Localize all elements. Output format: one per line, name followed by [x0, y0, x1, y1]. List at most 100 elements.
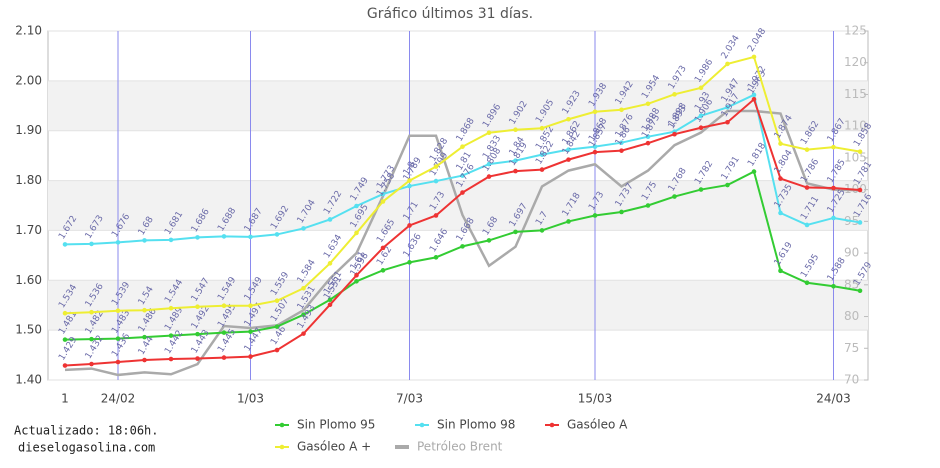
point — [327, 302, 333, 308]
point — [486, 161, 492, 167]
point — [778, 268, 783, 274]
point — [354, 230, 359, 236]
point — [486, 238, 492, 243]
x-tick-label: 1 — [61, 392, 69, 406]
point — [831, 215, 836, 221]
point — [327, 217, 333, 222]
point — [327, 297, 333, 303]
point — [115, 308, 121, 313]
point — [354, 278, 359, 284]
point — [407, 223, 412, 228]
point — [89, 241, 94, 247]
legend-label: Gasóleo A — [567, 418, 628, 432]
x-tick-label: 24/03 — [816, 392, 851, 406]
point — [539, 125, 545, 131]
point — [274, 347, 280, 353]
point — [725, 61, 730, 67]
point — [248, 303, 253, 309]
y2-tick-label: 105 — [844, 150, 867, 164]
point — [539, 152, 545, 157]
band — [48, 280, 868, 331]
point — [857, 149, 863, 154]
point — [857, 288, 863, 294]
band — [48, 180, 868, 231]
point — [301, 331, 306, 336]
point — [89, 336, 94, 342]
chart-title: Gráfico últimos 31 días. — [367, 6, 533, 22]
y-tick-label: 2.00 — [15, 73, 42, 87]
point — [778, 141, 783, 146]
point — [619, 140, 624, 145]
point — [619, 209, 624, 215]
point — [539, 167, 545, 172]
point — [672, 92, 677, 97]
point — [619, 107, 624, 113]
point — [778, 210, 783, 216]
point — [89, 309, 94, 315]
y2-tick-label: 115 — [844, 87, 867, 101]
point — [195, 304, 200, 310]
y2-tick-label: 90 — [844, 246, 859, 260]
point — [804, 185, 810, 190]
point — [751, 169, 757, 174]
point — [62, 242, 68, 247]
y-tick-label: 2.10 — [15, 24, 42, 38]
point — [248, 329, 253, 334]
point — [486, 130, 492, 136]
point — [301, 312, 306, 317]
point — [619, 148, 624, 153]
point — [857, 187, 863, 193]
point — [221, 303, 227, 309]
point — [407, 183, 412, 189]
point — [513, 127, 518, 133]
point — [142, 357, 147, 363]
point — [592, 144, 598, 149]
point — [89, 361, 94, 367]
point — [513, 229, 518, 235]
point — [804, 280, 810, 286]
point — [433, 178, 439, 184]
y-tick-label: 1.70 — [15, 223, 42, 237]
y2-tick-label: 110 — [844, 119, 867, 133]
legend-label: Petróleo Brent — [417, 440, 503, 454]
point — [460, 244, 465, 249]
point — [380, 268, 386, 273]
point — [645, 203, 651, 208]
point — [407, 260, 412, 265]
legend-marker — [279, 444, 285, 450]
y-tick-label: 1.90 — [15, 123, 42, 137]
point — [274, 298, 280, 304]
legend-label: Sin Plomo 95 — [297, 418, 375, 432]
point — [513, 168, 518, 174]
point — [62, 310, 68, 316]
point — [433, 255, 439, 260]
point — [566, 219, 571, 224]
point — [751, 92, 757, 98]
point — [62, 363, 68, 368]
point — [698, 125, 704, 131]
point — [539, 228, 545, 233]
y-tick-label: 1.60 — [15, 273, 42, 287]
point — [751, 97, 757, 102]
point — [460, 190, 465, 195]
point — [460, 173, 465, 178]
point — [804, 222, 810, 228]
point — [592, 149, 598, 155]
y2-tick-label: 120 — [844, 55, 867, 69]
point — [168, 333, 174, 338]
x-tick-label: 15/03 — [578, 392, 613, 406]
point — [142, 238, 147, 243]
point — [195, 356, 200, 361]
point — [195, 331, 200, 337]
point — [115, 240, 121, 245]
point — [433, 164, 439, 169]
point — [115, 359, 121, 365]
point — [592, 213, 598, 218]
point — [725, 104, 730, 110]
point — [380, 245, 386, 251]
y2-tick-label: 80 — [844, 309, 859, 323]
point — [566, 147, 571, 152]
point — [778, 176, 783, 181]
point — [645, 101, 651, 107]
